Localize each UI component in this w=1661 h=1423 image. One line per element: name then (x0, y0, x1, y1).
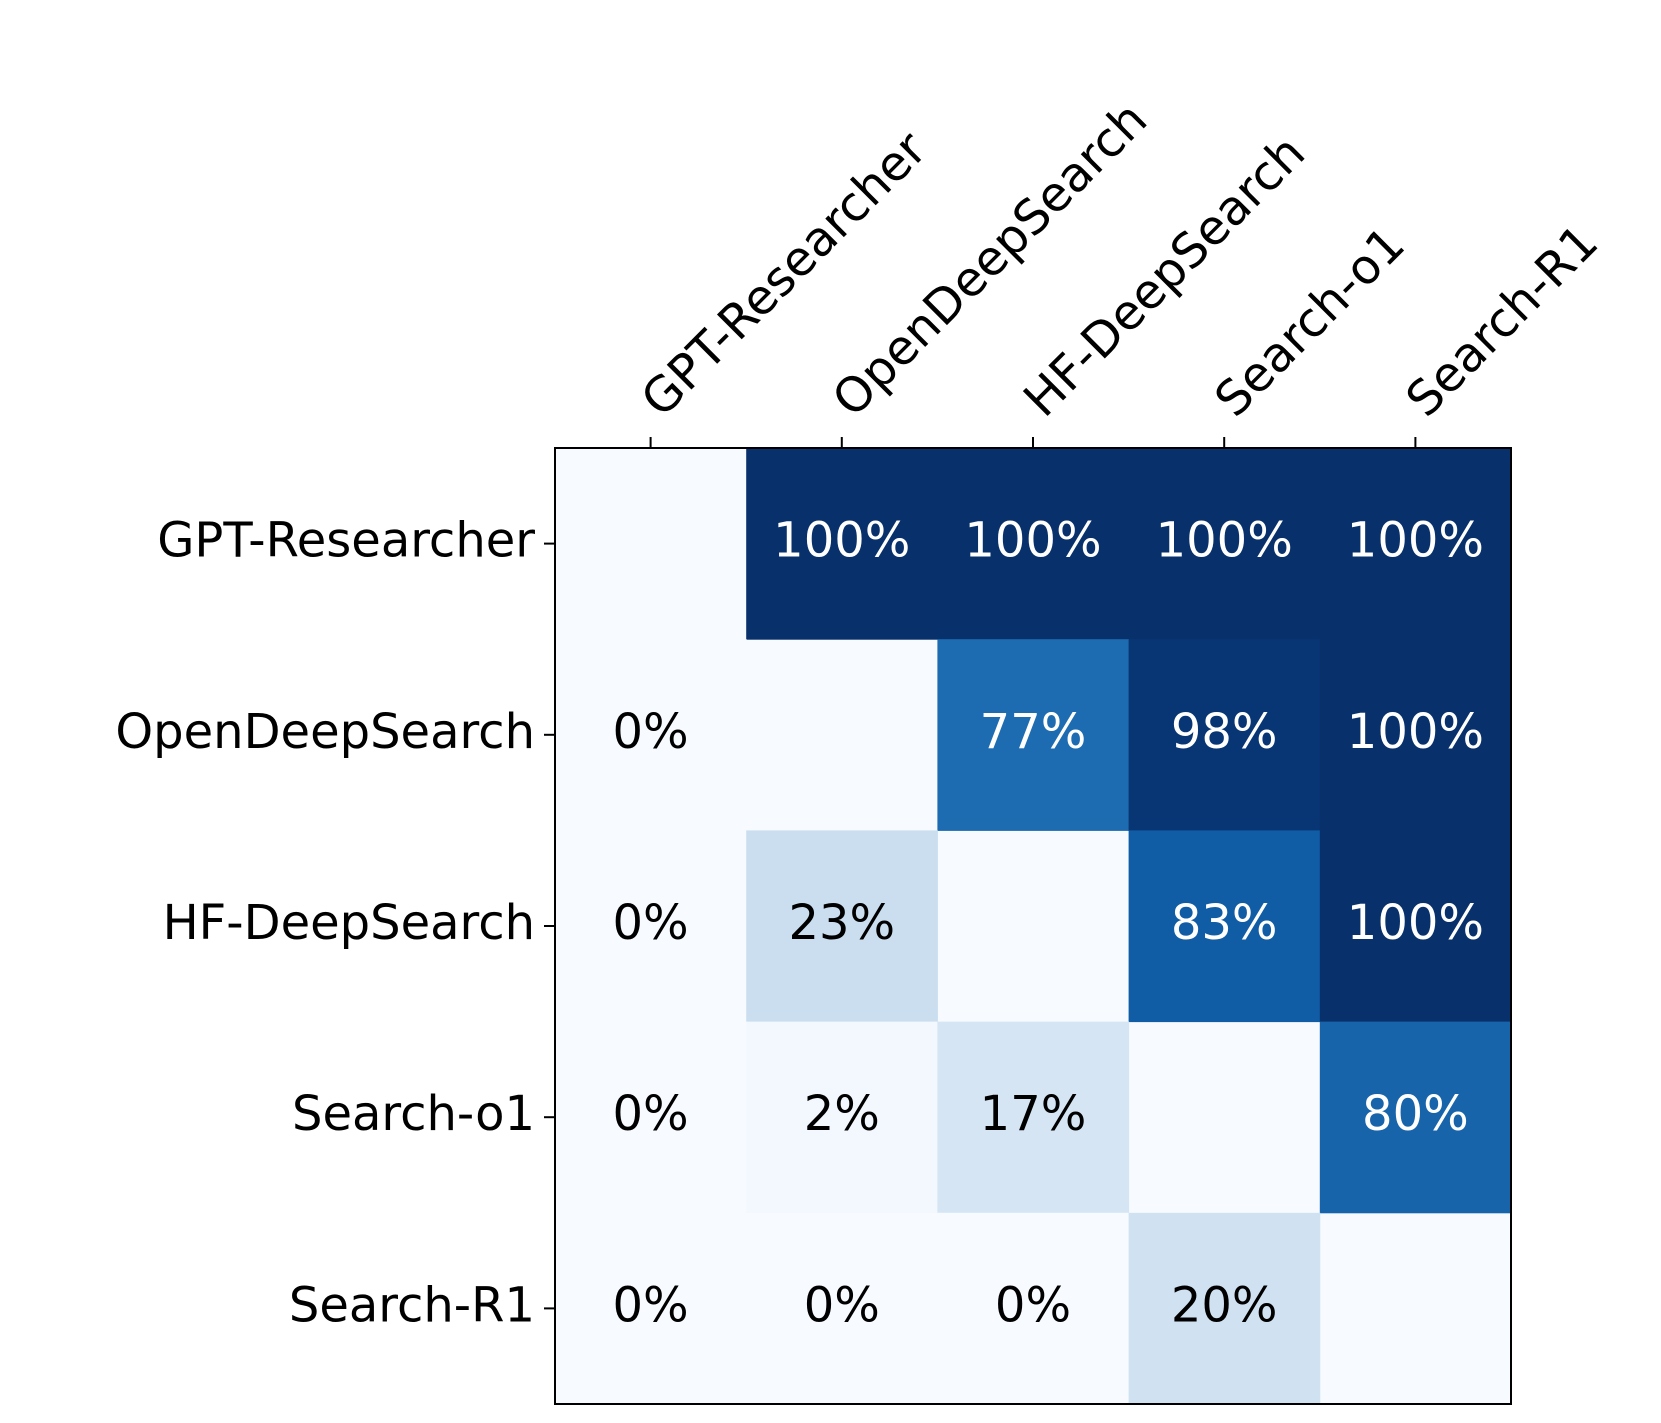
cell-label: 98% (1171, 704, 1278, 760)
heatmap-cell (1319, 1021, 1512, 1214)
heatmap-cell (1319, 830, 1512, 1023)
heatmap-cell (746, 448, 938, 640)
cell-label: 0% (613, 895, 689, 951)
cell-label: 20% (1171, 1277, 1278, 1333)
heatmap-cell (1319, 639, 1512, 831)
cell-label: 100% (1156, 513, 1293, 569)
heatmap-cell (937, 1212, 1130, 1405)
x-tick-label: Search-R1 (1395, 214, 1609, 428)
heatmap-cell (746, 830, 938, 1023)
heatmap-cell (1128, 830, 1321, 1023)
heatmap-cell (1128, 639, 1321, 831)
x-tick-label: OpenDeepSearch (822, 91, 1158, 427)
cell-label: 77% (980, 704, 1087, 760)
heatmap-cell (1319, 448, 1512, 640)
cell-label: 0% (613, 704, 689, 760)
heatmap-cell (746, 1212, 938, 1405)
y-tick-label: HF-DeepSearch (163, 895, 535, 951)
cell-label: 0% (804, 1277, 880, 1333)
cell-label: 100% (1347, 895, 1484, 951)
cell-label: 0% (613, 1086, 689, 1142)
cell-label: 23% (788, 895, 895, 951)
heatmap-cell (1128, 1212, 1321, 1405)
heatmap-cell (746, 1021, 938, 1214)
heatmap-cell (937, 1021, 1130, 1214)
cell-label: 100% (1347, 513, 1484, 569)
cell-label: 17% (980, 1086, 1087, 1142)
y-tick-label: Search-o1 (292, 1086, 535, 1142)
y-tick-label: Search-R1 (289, 1277, 535, 1333)
heatmap-cell (937, 639, 1130, 831)
cell-label: 0% (995, 1277, 1071, 1333)
cells (555, 448, 1512, 1405)
cell-label: 83% (1171, 895, 1278, 951)
cell-label: 100% (773, 513, 910, 569)
cell-label: 100% (1347, 704, 1484, 760)
cell-label: 80% (1362, 1086, 1469, 1142)
y-tick-label: GPT-Researcher (157, 513, 535, 569)
y-tick-label: OpenDeepSearch (115, 704, 535, 760)
heatmap-cell (1128, 448, 1321, 640)
heatmap-cell (937, 448, 1130, 640)
heatmap-cell (555, 1021, 747, 1214)
heatmap-cell (555, 639, 747, 831)
x-tick-label: Search-o1 (1204, 216, 1415, 427)
heatmap-cell (555, 1212, 747, 1405)
cell-label: 100% (964, 513, 1101, 569)
cell-label: 2% (804, 1086, 880, 1142)
heatmap-cell (555, 830, 747, 1023)
cell-label: 0% (613, 1277, 689, 1333)
